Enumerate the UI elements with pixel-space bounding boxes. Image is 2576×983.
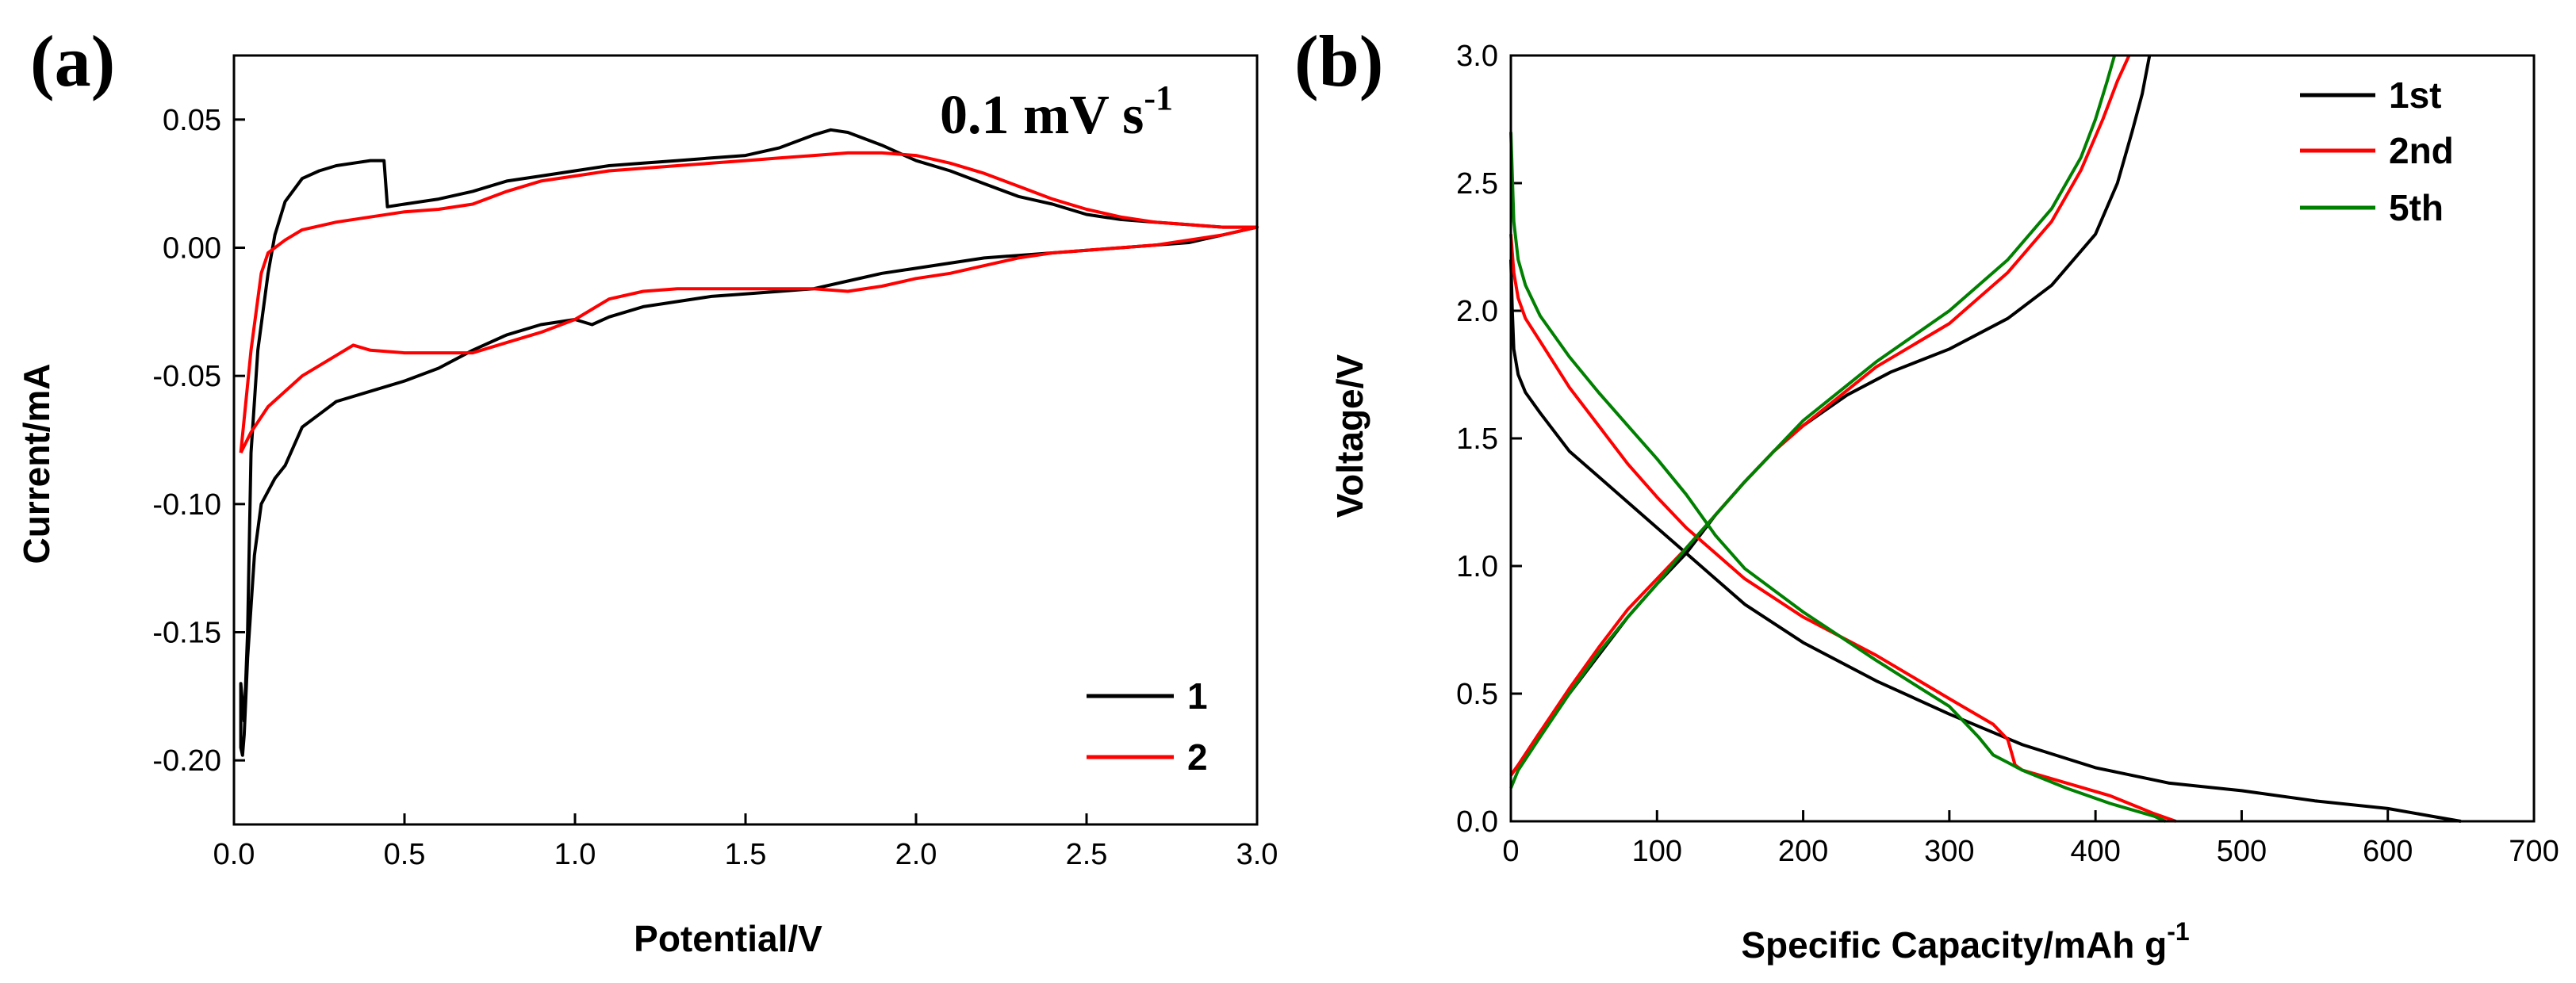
panel-b-ytick-label: 1.0 [1456,550,1498,583]
panel-a-xtick-label: 1.5 [725,838,767,871]
panel-b-ticks [1509,54,2536,823]
scan-rate-base: 0.1 mV s [940,85,1144,146]
panel-a-cv-plot: (a) 0.1 mV s-1 Potential/V Current/mA 0.… [16,21,1278,959]
panel-a-xtick-label: 2.0 [895,838,937,871]
panel-a-ytick-label: -0.15 [152,617,221,650]
panel-a-label: (a) [30,21,115,101]
legend-1-label: 1 [1187,675,1208,717]
panel-a-ytick-label: -0.20 [152,744,221,778]
scan-rate-superscript: -1 [1144,78,1173,117]
panel-b-xtick-label: 700 [2509,835,2559,868]
panel-b-frame [1509,54,2536,823]
panel-b-ytick-label: 0.0 [1456,805,1498,839]
panel-a-legend: 1 2 [1087,675,1208,778]
cycle-1st-charge-line [1509,55,2152,777]
panel-b-xlabel: Specific Capacity/mAh g-1 [1741,917,2189,966]
panel-b-xtick-label: 300 [1924,835,1974,868]
panel-b-xlabel-superscript: -1 [2167,917,2189,946]
legend-2-label: 2 [1187,736,1208,778]
panel-a-xtick-label: 2.5 [1066,838,1108,871]
legend-2nd-label: 2nd [2389,130,2454,171]
panel-b-ytick-label: 0.5 [1456,678,1498,711]
panel-a-xtick-label: 0.0 [213,838,255,871]
panel-a-ytick-label: 0.05 [163,104,221,137]
cycle-2nd-discharge-line [1509,234,2177,823]
panel-b-ytick-label: 1.5 [1456,423,1498,456]
panel-b-xlabel-base: Specific Capacity/mAh g [1741,924,2167,966]
panel-b-xtick-label: 400 [2070,835,2120,868]
panel-b-xtick-label: 500 [2217,835,2267,868]
panel-b-legend: 1st 2nd 5th [2300,75,2454,228]
panel-a-ytick-label: 0.00 [163,232,221,266]
panel-b-xtick-label: 0 [1502,835,1519,868]
panel-b-series [1509,55,2462,823]
panel-b-label: (b) [1294,21,1383,101]
panel-a-xtick-label: 0.5 [384,838,426,871]
panel-a-ytick-label: -0.10 [152,488,221,522]
legend-5th-label: 5th [2389,187,2444,228]
cycle-1st-discharge-line [1509,259,2462,823]
panel-b-xtick-label: 600 [2363,835,2413,868]
cv-cycle-1-line [239,128,1259,757]
cv-cycle-2-line [239,151,1259,454]
panel-a-ylabel: Current/mA [16,363,57,564]
panel-b-xtick-label: 200 [1778,835,1828,868]
legend-1st-label: 1st [2389,75,2441,116]
panel-a-ytick-label: -0.05 [152,360,221,393]
panel-b-xtick-label: 100 [1632,835,1682,868]
panel-b-ytick-label: 2.5 [1456,167,1498,201]
panel-a-xtick-label: 3.0 [1236,838,1278,871]
panel-b-ylabel: Voltage/V [1329,354,1370,518]
panel-a-xtick-label: 1.0 [554,838,596,871]
panel-a-frame [232,54,1259,826]
scan-rate-annotation: 0.1 mV s-1 [940,78,1173,146]
panel-a-tick-labels: 0.0 0.5 1.0 1.5 2.0 2.5 3.0 0.05 0.00 -0.05 -0.10 -… [152,104,1278,871]
panel-a-xlabel: Potential/V [634,918,822,959]
panel-a-ticks [232,118,1259,824]
panel-b-charge-discharge-plot: (b) Specific Capacity/mAh g-1 Voltage/V … [1294,21,2559,966]
panel-b-ytick-label: 3.0 [1456,40,1498,73]
panel-b-ytick-label: 2.0 [1456,295,1498,328]
panel-a-series [239,128,1259,757]
panel-b-tick-labels: 0 100 200 300 400 500 600 700 0.0 0.5 1.0 1.5 2.0 2.5… [1456,40,2559,868]
cycle-5th-discharge-line [1509,132,2167,823]
cycle-5th-charge-line [1509,55,2117,789]
